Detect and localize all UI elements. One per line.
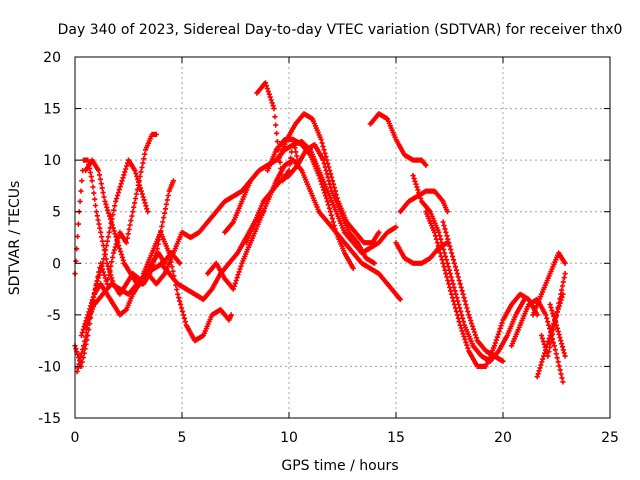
x-tick-label: 25 xyxy=(601,430,619,446)
series-pass-26 xyxy=(534,291,566,380)
series-pass-23 xyxy=(530,250,568,318)
series-pass-21 xyxy=(440,219,506,364)
y-tick-label: 20 xyxy=(43,50,61,66)
series-pass-12 xyxy=(243,142,378,266)
y-tick-label: 15 xyxy=(43,102,61,118)
x-tick-label: 5 xyxy=(178,430,187,446)
y-tick-label: 5 xyxy=(52,205,61,221)
x-tick-label: 0 xyxy=(71,430,80,446)
axis-ticks xyxy=(74,56,611,419)
x-axis-title: GPS time / hours xyxy=(281,458,398,474)
data-point-markers xyxy=(397,188,450,215)
axis-tick-labels: 0 5 10 15 20 25 -15 -10 -5 0 5 10 15 20 xyxy=(38,50,619,446)
grid-lines xyxy=(75,57,610,418)
y-tick-label: 0 xyxy=(52,256,61,272)
data-points xyxy=(72,80,568,385)
series-pass-7 xyxy=(140,229,234,344)
x-tick-label: 20 xyxy=(494,430,512,446)
data-point-markers xyxy=(547,301,568,359)
data-point-markers xyxy=(140,229,234,344)
y-tick-label: -10 xyxy=(38,359,61,375)
y-tick-label: 10 xyxy=(43,153,61,169)
data-point-markers xyxy=(530,250,568,318)
data-point-markers xyxy=(423,209,540,369)
x-tick-label: 10 xyxy=(280,430,298,446)
y-axis-title: SDTVAR / TECUs xyxy=(7,181,23,296)
plot-frame xyxy=(74,56,611,419)
y-tick-label: -5 xyxy=(47,308,61,324)
series-pass-20 xyxy=(423,209,540,369)
series-pass-16 xyxy=(367,111,429,168)
series-pass-8 xyxy=(145,178,254,287)
x-tick-label: 15 xyxy=(387,430,405,446)
series-pass-25 xyxy=(547,301,568,359)
data-point-markers xyxy=(367,111,429,168)
data-point-markers xyxy=(243,142,378,266)
data-point-markers xyxy=(440,219,506,364)
series-pass-17 xyxy=(397,188,450,215)
data-point-markers xyxy=(145,178,254,287)
series-pass-15 xyxy=(275,111,382,246)
data-point-markers xyxy=(534,291,566,380)
chart-title: Day 340 of 2023, Sidereal Day-to-day VTE… xyxy=(58,22,623,38)
data-point-markers xyxy=(275,111,382,246)
y-tick-label: -15 xyxy=(38,411,61,427)
